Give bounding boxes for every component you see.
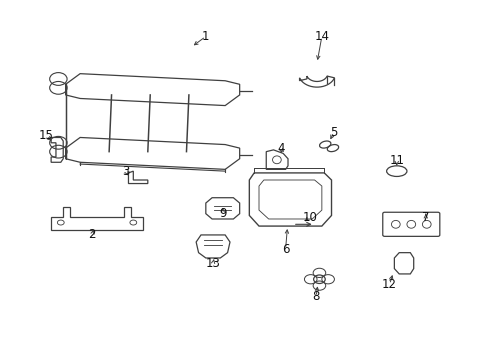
Text: 4: 4 (276, 141, 284, 154)
Text: 9: 9 (219, 207, 226, 220)
Text: 3: 3 (122, 165, 129, 177)
Text: 6: 6 (281, 243, 289, 256)
Text: 1: 1 (202, 30, 209, 43)
Text: 11: 11 (388, 154, 404, 167)
Text: 5: 5 (329, 126, 337, 139)
Text: 14: 14 (314, 30, 329, 43)
Text: 8: 8 (312, 291, 319, 303)
Text: 12: 12 (381, 278, 396, 291)
Text: 10: 10 (302, 211, 317, 224)
Text: 7: 7 (421, 211, 428, 224)
Text: 15: 15 (39, 129, 54, 142)
Text: 13: 13 (205, 257, 220, 270)
Text: 2: 2 (88, 229, 96, 242)
